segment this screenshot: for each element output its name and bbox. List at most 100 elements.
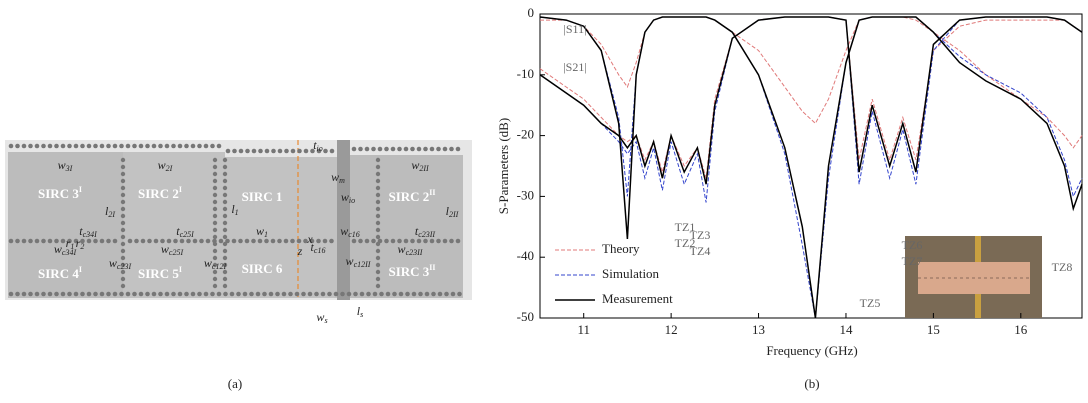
dim-base: w (331, 170, 339, 184)
dimension-label: wc16 (340, 224, 360, 239)
via (405, 291, 410, 297)
dimension-label: r2 (76, 236, 85, 251)
via (390, 146, 396, 152)
via (177, 291, 183, 297)
via (222, 206, 228, 212)
dim-base: t (79, 224, 83, 238)
via (222, 192, 228, 198)
via (455, 238, 461, 244)
via (41, 238, 46, 244)
via (244, 238, 250, 244)
via (222, 220, 228, 226)
annotation: TZ2 (675, 236, 696, 250)
via (106, 238, 111, 244)
via (184, 143, 189, 149)
via (179, 238, 185, 244)
via (223, 291, 228, 297)
via (379, 291, 384, 297)
dimension-label: w3I (58, 158, 73, 173)
block-label: SIRC 1 (242, 189, 283, 204)
dim-sub: 2I (166, 164, 173, 173)
via (222, 157, 228, 163)
via (371, 146, 376, 152)
via (251, 238, 256, 244)
via (264, 238, 269, 244)
via (132, 291, 137, 297)
via (222, 283, 228, 289)
dim-base: r (76, 236, 81, 250)
dim-base: t (415, 224, 419, 238)
dim-sub: c23II (406, 248, 423, 257)
via (424, 291, 430, 297)
via (216, 291, 222, 297)
via (364, 146, 370, 152)
series-line (539, 16, 1083, 319)
via (54, 143, 59, 149)
dim-sub: c25I (169, 248, 184, 257)
via (120, 213, 126, 219)
via (145, 143, 150, 149)
via (60, 291, 66, 297)
via (277, 148, 283, 154)
block-name: SIRC 6 (242, 261, 283, 276)
dimension-label: z (297, 244, 303, 258)
via (329, 148, 335, 154)
via (351, 146, 357, 152)
via (375, 157, 381, 163)
dim-base: w (58, 158, 66, 172)
dimension-label: l1 (231, 202, 238, 217)
via (455, 146, 461, 152)
dim-sub: s (360, 310, 363, 319)
via (297, 148, 302, 154)
via (294, 291, 300, 297)
via (270, 238, 276, 244)
via (410, 146, 415, 152)
via (47, 143, 53, 149)
via (290, 238, 295, 244)
via (268, 291, 274, 297)
dimension-label: ws (316, 310, 327, 325)
dimension-label: tc23II (415, 224, 436, 239)
dim-base: z (297, 244, 303, 258)
dimension-label: wc23I (109, 256, 132, 271)
via (47, 291, 53, 297)
via (54, 238, 59, 244)
via (93, 291, 98, 297)
via (28, 238, 33, 244)
via (8, 291, 14, 297)
via (236, 291, 241, 297)
dim-base: x (306, 232, 313, 246)
via (375, 241, 381, 247)
block-name: SIRC 1 (242, 189, 283, 204)
x-tick-label: 16 (1014, 322, 1028, 337)
via (34, 143, 40, 149)
dim-base: w (256, 224, 264, 238)
via (392, 291, 397, 297)
dim-base: w (411, 158, 419, 172)
dim-base: w (161, 242, 169, 256)
via (229, 291, 235, 297)
dim-base: w (316, 310, 324, 324)
via (80, 291, 85, 297)
via (212, 206, 218, 212)
dimension-label: r1 (66, 236, 75, 251)
via (132, 143, 137, 149)
dim-sub: c23II (418, 230, 435, 239)
via (218, 238, 224, 244)
dim-sub: s (324, 316, 327, 325)
via (190, 291, 196, 297)
via (327, 291, 332, 297)
via (212, 241, 218, 247)
via (47, 238, 53, 244)
via (212, 269, 218, 275)
via (15, 291, 20, 297)
via (457, 291, 462, 297)
via (307, 291, 313, 297)
via (366, 291, 371, 297)
via (106, 291, 111, 297)
via (436, 146, 441, 152)
dim-base: w (398, 242, 406, 256)
via (120, 276, 126, 282)
dim-sub: c25I (180, 230, 195, 239)
via (164, 291, 170, 297)
